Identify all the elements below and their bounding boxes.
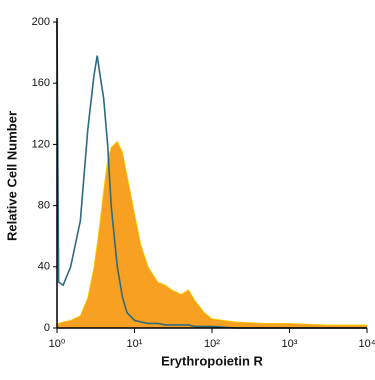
y-tick-label: 40 bbox=[38, 261, 50, 273]
area bbox=[56, 140, 368, 329]
y-tick-label: 200 bbox=[32, 16, 50, 28]
x-tick-label: 10² bbox=[204, 338, 220, 350]
line bbox=[56, 21, 367, 329]
y-tick-label: 120 bbox=[32, 138, 50, 150]
x-axis-label: Erythropoietin R bbox=[161, 353, 263, 368]
x-tick-label: 10³ bbox=[282, 338, 298, 350]
y-tick-label: 80 bbox=[38, 200, 50, 212]
x-tick-label: 10⁴ bbox=[359, 338, 375, 350]
x-tick-label: 10⁰ bbox=[49, 338, 66, 350]
x-tick-label: 10¹ bbox=[127, 338, 143, 350]
y-tick-label: 160 bbox=[32, 77, 50, 89]
y-tick-label: 0 bbox=[44, 322, 50, 334]
y-axis-label: Relative Cell Number bbox=[4, 111, 19, 241]
